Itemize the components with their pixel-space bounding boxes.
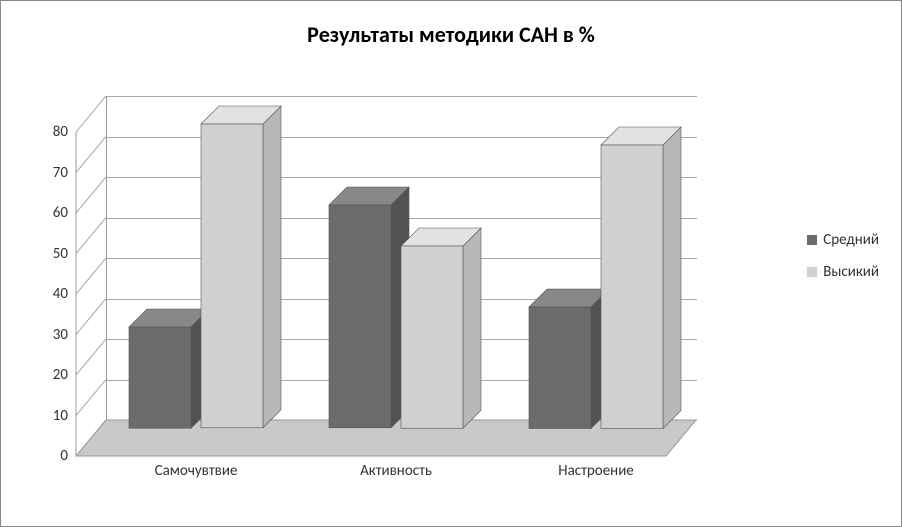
bar (129, 301, 209, 420)
y-tick-label: 60 (28, 204, 68, 222)
plot-area: 01020304050607080 СамочувтвиеАктивностьН… (76, 96, 696, 456)
bar (401, 220, 481, 420)
x-axis-labels: СамочувтвиеАктивностьНастроение (76, 462, 696, 482)
y-tick-label: 40 (28, 285, 68, 303)
x-tick-label: Активность (296, 462, 496, 480)
y-tick-label: 10 (28, 407, 68, 425)
bar (529, 281, 609, 421)
x-tick-label: Настроение (496, 462, 696, 480)
y-tick-label: 0 (28, 447, 68, 465)
legend: Средний Высикий (807, 231, 879, 295)
y-tick-label: 80 (28, 123, 68, 141)
legend-item: Средний (807, 231, 879, 249)
bar (201, 98, 281, 420)
legend-item: Высикий (807, 263, 879, 281)
x-tick-label: Самочувтвие (96, 462, 296, 480)
bar (329, 179, 409, 420)
y-tick-label: 30 (28, 326, 68, 344)
y-tick-label: 70 (28, 164, 68, 182)
bars-layer (76, 96, 696, 420)
y-tick-label: 50 (28, 245, 68, 263)
legend-swatch (807, 235, 817, 245)
y-tick-label: 20 (28, 366, 68, 384)
bar (601, 119, 681, 421)
legend-label: Высикий (823, 263, 879, 281)
chart-title: Результаты методики САН в % (1, 21, 901, 48)
legend-swatch (807, 267, 817, 277)
legend-label: Средний (823, 231, 879, 249)
chart-container: Результаты методики САН в % 010203040506… (0, 0, 902, 527)
